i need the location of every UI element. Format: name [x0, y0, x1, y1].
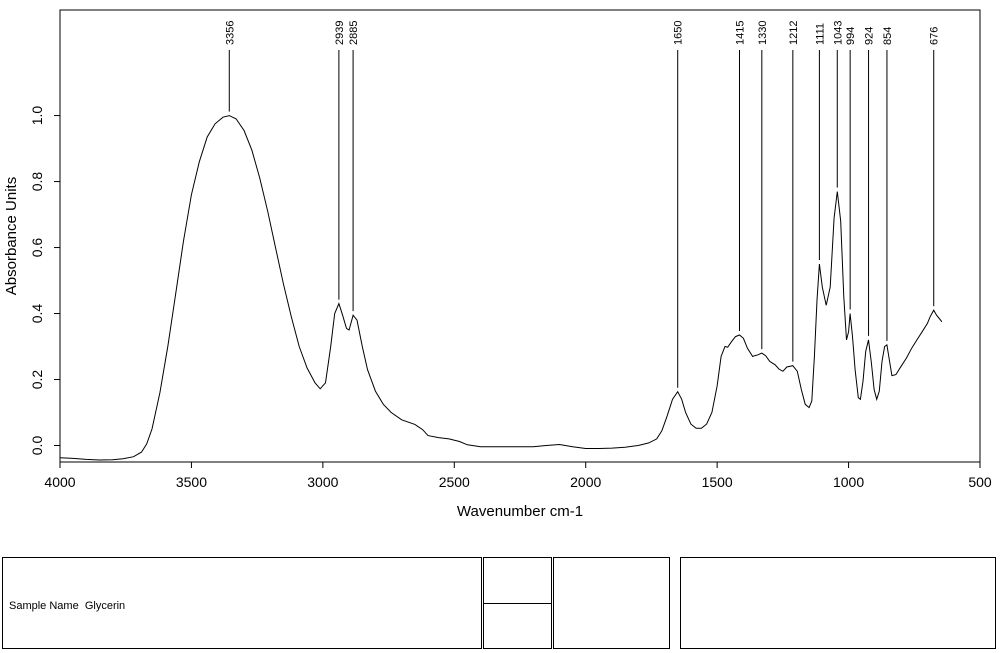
peak-label: 994 [845, 27, 857, 45]
info-box-middle [553, 557, 670, 649]
sample-name-value: Glycerin [84, 600, 126, 612]
peak-label: 924 [864, 27, 876, 45]
peak-label: 1650 [673, 21, 685, 45]
info-box-right [680, 557, 996, 649]
x-tick-label: 1500 [702, 474, 733, 490]
x-tick-label: 3500 [176, 474, 207, 490]
peak-label: 3356 [224, 21, 236, 45]
x-axis: 4000 3500 3000 2500 2000 1500 1000 500 [44, 462, 992, 490]
y-tick-label: 0.6 [29, 238, 45, 258]
peak-label: 1415 [734, 21, 746, 45]
y-tick-label: 1.0 [29, 106, 45, 126]
y-tick-label: 0.2 [29, 370, 45, 390]
plot-frame [59, 9, 981, 463]
peak-label: 1043 [832, 21, 844, 45]
y-tick-label: 0.4 [29, 304, 45, 324]
x-tick-label: 4000 [44, 474, 75, 490]
x-tick-label: 2500 [439, 474, 470, 490]
peak-label: 2939 [334, 21, 346, 45]
spectrum-line [59, 115, 943, 461]
info-box-divider [484, 603, 551, 604]
peak-label: 1212 [788, 21, 800, 45]
spectrum-chart: 3356 2939 2885 1650 1415 1330 1212 1111 1043 994 9… [3, 9, 992, 520]
y-tick-label: 0.8 [29, 172, 45, 192]
x-tick-label: 2000 [570, 474, 601, 490]
y-axis: 0.0 0.2 0.4 0.6 0.8 1.0 [29, 106, 60, 456]
x-tick-label: 3000 [307, 474, 338, 490]
x-tick-label: 500 [968, 474, 992, 490]
peak-label: 1111 [814, 23, 826, 45]
peak-markers: 3356 2939 2885 1650 1415 1330 1212 1111 1043 994 9… [224, 21, 941, 388]
x-tick-label: 1000 [833, 474, 864, 490]
sample-name-label: Sample Name [9, 600, 79, 612]
x-axis-title: Wavenumber cm-1 [457, 503, 583, 520]
info-box-small [483, 557, 552, 649]
peak-label: 854 [882, 27, 894, 45]
sample-name-row: Sample Name Glycerin [9, 600, 125, 612]
peak-label: 676 [929, 27, 941, 45]
peak-label: 1330 [757, 21, 769, 45]
y-tick-label: 0.0 [29, 436, 45, 456]
peak-label: 2885 [348, 21, 360, 45]
y-axis-title: Absorbance Units [3, 177, 20, 295]
info-box-sample: Sample Name Glycerin [2, 557, 482, 649]
